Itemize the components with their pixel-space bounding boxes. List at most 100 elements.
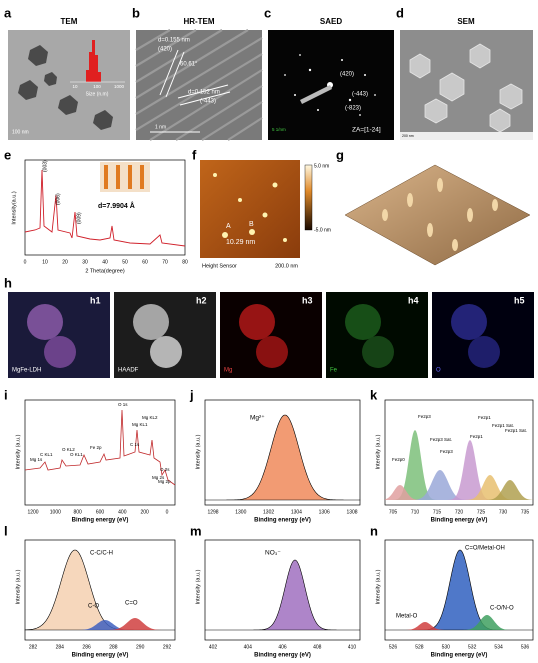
element-label: MgFe-LDH (12, 368, 41, 374)
peak-label: Fe2p1 (470, 434, 483, 439)
peak-label: C=O (125, 601, 138, 607)
tick-label: 1302 (263, 509, 274, 515)
tick-label: 800 (73, 509, 82, 515)
axis-label: Intensity (a.u.) (195, 434, 201, 469)
tem-particles (18, 45, 113, 130)
peak-label: Fe2p3 Sat. (430, 437, 452, 442)
peak-label: Fe2p3 (418, 414, 431, 419)
afm-particles (213, 173, 287, 242)
tick-label: 534 (494, 644, 503, 650)
axis-label: Intensity (a.u.) (195, 569, 201, 604)
peak-label: Fe2p3 (440, 449, 453, 454)
afm-image (200, 160, 300, 258)
element-label: O (436, 368, 441, 374)
axis-label: Binding energy (eV) (72, 518, 129, 524)
panel-label: k (370, 387, 378, 402)
axis-label: Intensity (a.u.) (15, 569, 21, 604)
axis-label: Intensity (a.u.) (15, 434, 21, 469)
peak-label: Fe2p1 Sat. (492, 423, 514, 428)
spectrum-frames (24, 399, 534, 641)
tick-label: 402 (209, 644, 218, 650)
fitted-peak (385, 475, 533, 500)
peak-label: C-O (88, 604, 99, 610)
axis-label: Binding energy (eV) (72, 653, 129, 659)
xrd-pattern (24, 169, 186, 247)
tick-label: 1298 (207, 509, 218, 515)
label: (420) (158, 47, 172, 53)
label: (-443) (352, 92, 368, 98)
tick-label: 1000 (50, 509, 61, 515)
tick-label: 200 (140, 509, 149, 515)
axis-label: Intensity(a.u.) (11, 191, 17, 224)
element-label: HAADF (118, 368, 139, 374)
scale-bar: 5 1/nm (272, 127, 286, 132)
peak-label: Mg 2p (158, 479, 171, 484)
afm-3d-surface (344, 164, 531, 266)
tick-label: 528 (415, 644, 424, 650)
tick-label: 410 (348, 644, 357, 650)
subpanel-label: h3 (302, 295, 313, 305)
fitted-peak (25, 618, 175, 630)
label: d=0.152 nm (188, 90, 220, 96)
tick-label: 705 (389, 509, 398, 515)
panel-label: i (4, 387, 8, 402)
tick-label: 80 (182, 259, 188, 265)
labels: a b c d e f g h i j k l m n TEM HR-TEM SAED SEM Size (n.m)… (4, 5, 529, 658)
tick-label: 1200 (27, 509, 38, 515)
sem-particles (409, 43, 523, 133)
subpanel-label: h5 (514, 295, 525, 305)
lattice-fringes (135, 29, 263, 141)
axis-label: 2 Theta(degree) (85, 268, 125, 274)
beam-stop (300, 85, 332, 104)
tick-label: 710 (411, 509, 420, 515)
tick-label: 400 (118, 509, 127, 515)
tick-label: 406 (278, 644, 287, 650)
tick-label: 532 (468, 644, 477, 650)
peak-label: O 1s (118, 402, 128, 407)
peak-label: Fe2p1 Sat. (505, 428, 527, 433)
tem-histogram (86, 40, 101, 82)
scale-bar: 1 nm (155, 124, 166, 130)
peak-label: C KL1 (40, 452, 53, 457)
axis-label: Binding energy (eV) (254, 518, 311, 524)
tick-label: 725 (477, 509, 486, 515)
tick-label: 1308 (346, 509, 357, 515)
tick-label: 10 (42, 259, 48, 265)
peak-label: Mg KL1 (132, 422, 148, 427)
panel-label: d (396, 5, 404, 20)
label: d=7.9904 Å (98, 201, 135, 210)
peak-label: Metal-O (396, 614, 418, 620)
element-label: Mg (224, 368, 232, 374)
axis-label: Binding energy (eV) (254, 653, 311, 659)
label: (420) (340, 72, 354, 78)
peak-label: Mg KL2 (142, 415, 158, 420)
subpanel-label: h1 (90, 295, 101, 305)
label: A (226, 223, 231, 230)
peak-label: C-C/C-H (90, 551, 113, 557)
peak-label: O KL1 (70, 452, 83, 457)
fitted-peak (24, 549, 175, 631)
label: NO₃⁻ (265, 550, 281, 557)
label: d=0.155 nm (158, 38, 190, 44)
axis-label: Intensity (a.u.) (375, 569, 381, 604)
peak-label: C 1s (130, 442, 140, 447)
fitted-peaks (24, 414, 533, 631)
tick-label: 292 (163, 644, 172, 650)
element-label: Fe (330, 368, 338, 374)
fitted-peak (385, 615, 533, 630)
tick-label: 404 (244, 644, 253, 650)
tick-label: 0 (166, 509, 169, 515)
tick-label: 290 (136, 644, 145, 650)
peak-label: Mg 2s (152, 475, 165, 480)
axis-label: Binding energy (eV) (431, 653, 488, 659)
axis-label: Binding energy (eV) (431, 518, 488, 524)
panel-label: m (190, 523, 202, 538)
panel-label: b (132, 5, 140, 20)
panel-title: TEM (61, 17, 78, 26)
tick-label: 600 (96, 509, 105, 515)
panel-title: SAED (320, 17, 342, 26)
label: B (249, 221, 254, 228)
tick-label: 70 (162, 259, 168, 265)
eds-particles (27, 304, 500, 368)
